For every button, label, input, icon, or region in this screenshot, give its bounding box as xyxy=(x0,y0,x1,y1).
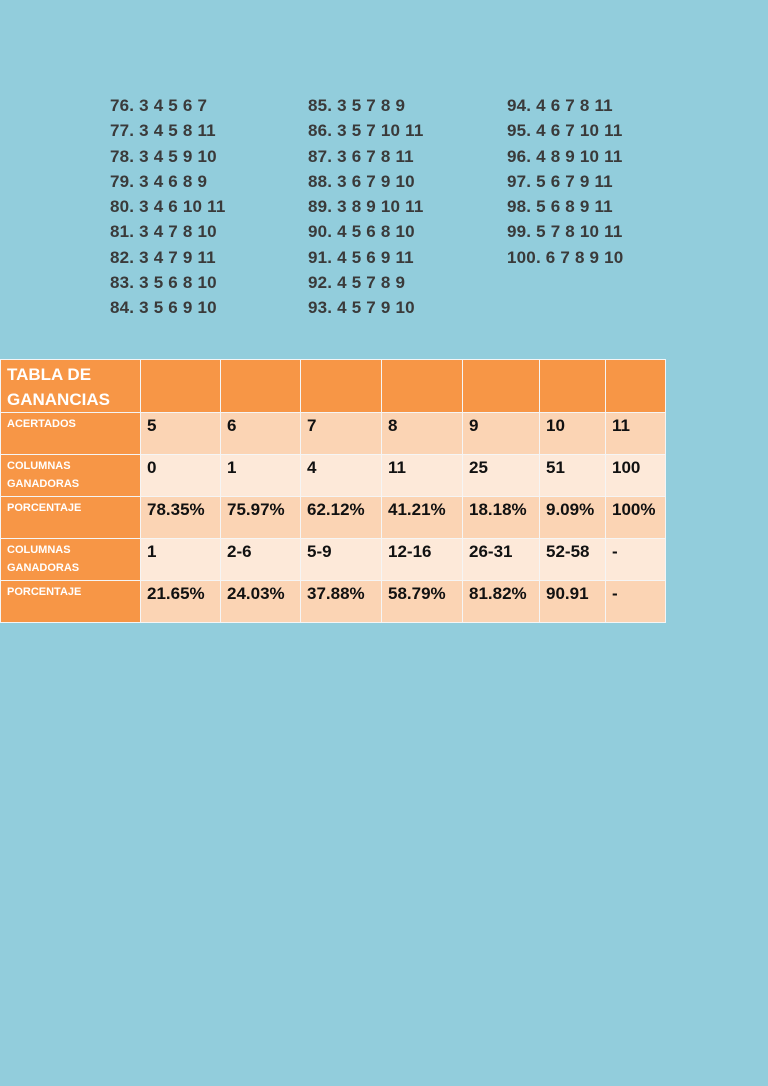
combination-line: 80. 3 4 6 10 11 xyxy=(110,197,226,217)
combination-line: 92. 4 5 7 8 9 xyxy=(308,273,406,293)
table-row: PORCENTAJE 21.65% 24.03% 37.88% 58.79% 8… xyxy=(0,580,666,623)
table-cell: 100% xyxy=(605,496,666,539)
table-cell: 0 xyxy=(140,454,221,497)
table-cell: 52-58 xyxy=(539,538,606,581)
table-row: ACERTADOS 5 6 7 8 9 10 11 xyxy=(0,412,666,455)
combination-line: 91. 4 5 6 9 11 xyxy=(308,247,414,267)
table-cell: 81.82% xyxy=(462,580,540,623)
combination-line: 89. 3 8 9 10 11 xyxy=(308,197,424,217)
combination-line: 94. 4 6 7 8 11 xyxy=(507,96,613,115)
combination-line: 99. 5 7 8 10 11 xyxy=(507,222,623,242)
table-title: TABLA DE GANANCIAS xyxy=(0,359,141,413)
table-cell: - xyxy=(605,580,666,623)
table-cell: - xyxy=(605,538,666,581)
table-cell: 18.18% xyxy=(462,496,540,539)
winnings-table: TABLA DE GANANCIAS ACERTADOS 5 6 7 8 9 1… xyxy=(0,359,666,623)
table-row: COLUMNAS GANADORAS 1 2-6 5-9 12-16 26-31… xyxy=(0,538,666,581)
combination-line: 87. 3 6 7 8 11 xyxy=(308,146,414,166)
table-cell: 4 xyxy=(300,454,382,497)
combination-column-3: 94. 4 6 7 8 11 95. 4 6 7 10 11 96. 4 8 9… xyxy=(507,93,707,321)
table-cell: 5 xyxy=(140,412,221,455)
combination-line: 88. 3 6 7 9 10 xyxy=(308,171,415,191)
row-label: COLUMNAS GANADORAS xyxy=(0,454,141,497)
table-cell: 62.12% xyxy=(300,496,382,539)
combination-line: 79. 3 4 6 8 9 xyxy=(110,171,208,191)
table-cell: 25 xyxy=(462,454,540,497)
table-cell: 11 xyxy=(605,412,666,455)
table-cell: 90.91 xyxy=(539,580,606,623)
table-cell: 100 xyxy=(605,454,666,497)
table-cell: 1 xyxy=(140,538,221,581)
combination-line: 78. 3 4 5 9 10 xyxy=(110,146,217,166)
table-cell: 7 xyxy=(300,412,382,455)
row-label: PORCENTAJE xyxy=(0,496,141,539)
combination-line: 100. 6 7 8 9 10 xyxy=(507,247,624,267)
combination-line: 83. 3 5 6 8 10 xyxy=(110,273,217,293)
combination-line: 84. 3 5 6 9 10 xyxy=(110,298,217,318)
table-cell: 2-6 xyxy=(220,538,301,581)
table-cell: 37.88% xyxy=(300,580,382,623)
combination-line: 82. 3 4 7 9 11 xyxy=(110,247,216,267)
combination-line: 85. 3 5 7 8 9 xyxy=(308,96,406,115)
table-cell: 51 xyxy=(539,454,606,497)
table-cell: 21.65% xyxy=(140,580,221,623)
row-label: COLUMNAS GANADORAS xyxy=(0,538,141,581)
table-cell: 10 xyxy=(539,412,606,455)
combination-line: 93. 4 5 7 9 10 xyxy=(308,298,415,318)
table-row: COLUMNAS GANADORAS 0 1 4 11 25 51 100 xyxy=(0,454,666,497)
table-cell: 78.35% xyxy=(140,496,221,539)
combination-line: 98. 5 6 8 9 11 xyxy=(507,197,613,217)
table-cell: 75.97% xyxy=(220,496,301,539)
table-cell: 6 xyxy=(220,412,301,455)
combination-line: 81. 3 4 7 8 10 xyxy=(110,222,217,242)
combination-column-1: 76. 3 4 5 6 7 77. 3 4 5 8 11 78. 3 4 5 9… xyxy=(110,93,308,321)
combination-line: 86. 3 5 7 10 11 xyxy=(308,121,424,141)
combination-line: 97. 5 6 7 9 11 xyxy=(507,171,613,191)
table-row: PORCENTAJE 78.35% 75.97% 62.12% 41.21% 1… xyxy=(0,496,666,539)
row-label: PORCENTAJE xyxy=(0,580,141,623)
combination-line: 96. 4 8 9 10 11 xyxy=(507,146,623,166)
combination-list: 76. 3 4 5 6 7 77. 3 4 5 8 11 78. 3 4 5 9… xyxy=(110,93,707,321)
table-cell: 9.09% xyxy=(539,496,606,539)
combination-column-2: 85. 3 5 7 8 9 86. 3 5 7 10 11 87. 3 6 7 … xyxy=(308,93,507,321)
table-title-row: TABLA DE GANANCIAS xyxy=(0,359,666,413)
table-cell: 9 xyxy=(462,412,540,455)
combination-line: 90. 4 5 6 8 10 xyxy=(308,222,415,242)
combination-line: 76. 3 4 5 6 7 xyxy=(110,96,208,115)
table-cell: 58.79% xyxy=(381,580,463,623)
table-cell: 11 xyxy=(381,454,463,497)
table-cell: 12-16 xyxy=(381,538,463,581)
table-cell: 41.21% xyxy=(381,496,463,539)
combination-line: 77. 3 4 5 8 11 xyxy=(110,121,216,141)
combination-line: 95. 4 6 7 10 11 xyxy=(507,121,623,141)
table-cell: 24.03% xyxy=(220,580,301,623)
table-cell: 8 xyxy=(381,412,463,455)
table-cell: 26-31 xyxy=(462,538,540,581)
table-cell: 5-9 xyxy=(300,538,382,581)
row-label: ACERTADOS xyxy=(0,412,141,455)
table-cell: 1 xyxy=(220,454,301,497)
